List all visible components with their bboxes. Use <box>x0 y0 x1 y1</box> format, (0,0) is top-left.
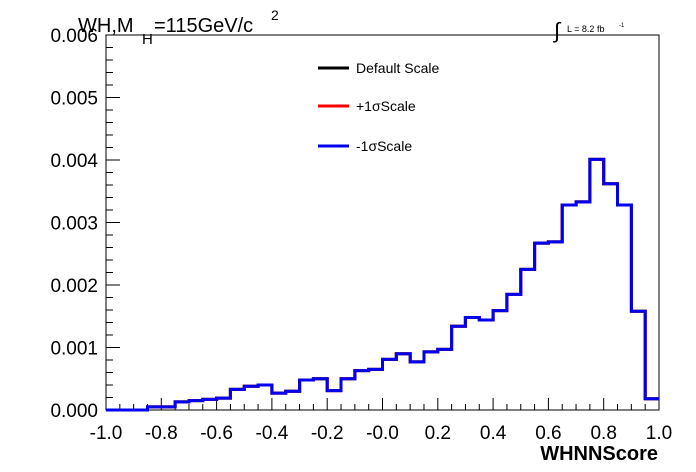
y-axis: 0.000 0.001 0.002 0.003 0.004 0.005 0.006 <box>50 26 120 422</box>
x-tick-label: -0.4 <box>256 423 289 444</box>
x-axis: -1.0 -0.8 -0.6 -0.4 -0.2 -0.0 0.2 0.4 0.6 0.8 1.0 <box>90 398 672 444</box>
legend: Default Scale +1σScale -1σScale <box>318 60 439 154</box>
x-tick-label: 0.6 <box>535 423 561 444</box>
series-line--1-scale <box>106 157 659 412</box>
x-tick-label: 1.0 <box>646 423 672 444</box>
y-tick-label: 0.002 <box>50 276 98 297</box>
legend-label-default-scale: Default Scale <box>356 60 439 76</box>
title-main: WH,M <box>78 15 134 37</box>
chart-title: WH,M H =115GeV/c 2 <box>78 7 279 48</box>
luminosity-label: ∫ L = 8.2 fb -1 <box>552 18 625 43</box>
x-tick-label: -0.2 <box>311 423 344 444</box>
lumi-text: L = 8.2 fb <box>567 24 604 34</box>
x-tick-label: -0.0 <box>366 423 399 444</box>
y-tick-label: 0.004 <box>50 151 98 172</box>
x-tick-label: -0.6 <box>200 423 233 444</box>
legend-label--1-scale: +1σScale <box>356 98 416 114</box>
x-tick-label: -1.0 <box>90 423 123 444</box>
x-tick-label: -0.8 <box>145 423 178 444</box>
title-superscript: 2 <box>271 7 279 23</box>
y-tick-label: 0.006 <box>50 26 98 47</box>
x-tick-label: 0.8 <box>590 423 616 444</box>
x-tick-label: 0.4 <box>480 423 507 444</box>
x-tick-label: 0.2 <box>425 423 451 444</box>
legend-label--1-scale: -1σScale <box>356 138 412 154</box>
y-tick-label: 0.001 <box>50 339 98 360</box>
lumi-superscript: -1 <box>619 23 625 29</box>
title-subscript: H <box>142 31 153 48</box>
x-axis-label: WHNNScore <box>540 443 658 465</box>
y-tick-label: 0.005 <box>50 89 98 110</box>
y-tick-label: 0.000 <box>50 401 98 422</box>
series-group <box>106 157 659 412</box>
integral-sign: ∫ <box>552 18 562 43</box>
title-rest: =115GeV/c <box>154 15 253 37</box>
y-tick-label: 0.003 <box>50 214 98 235</box>
